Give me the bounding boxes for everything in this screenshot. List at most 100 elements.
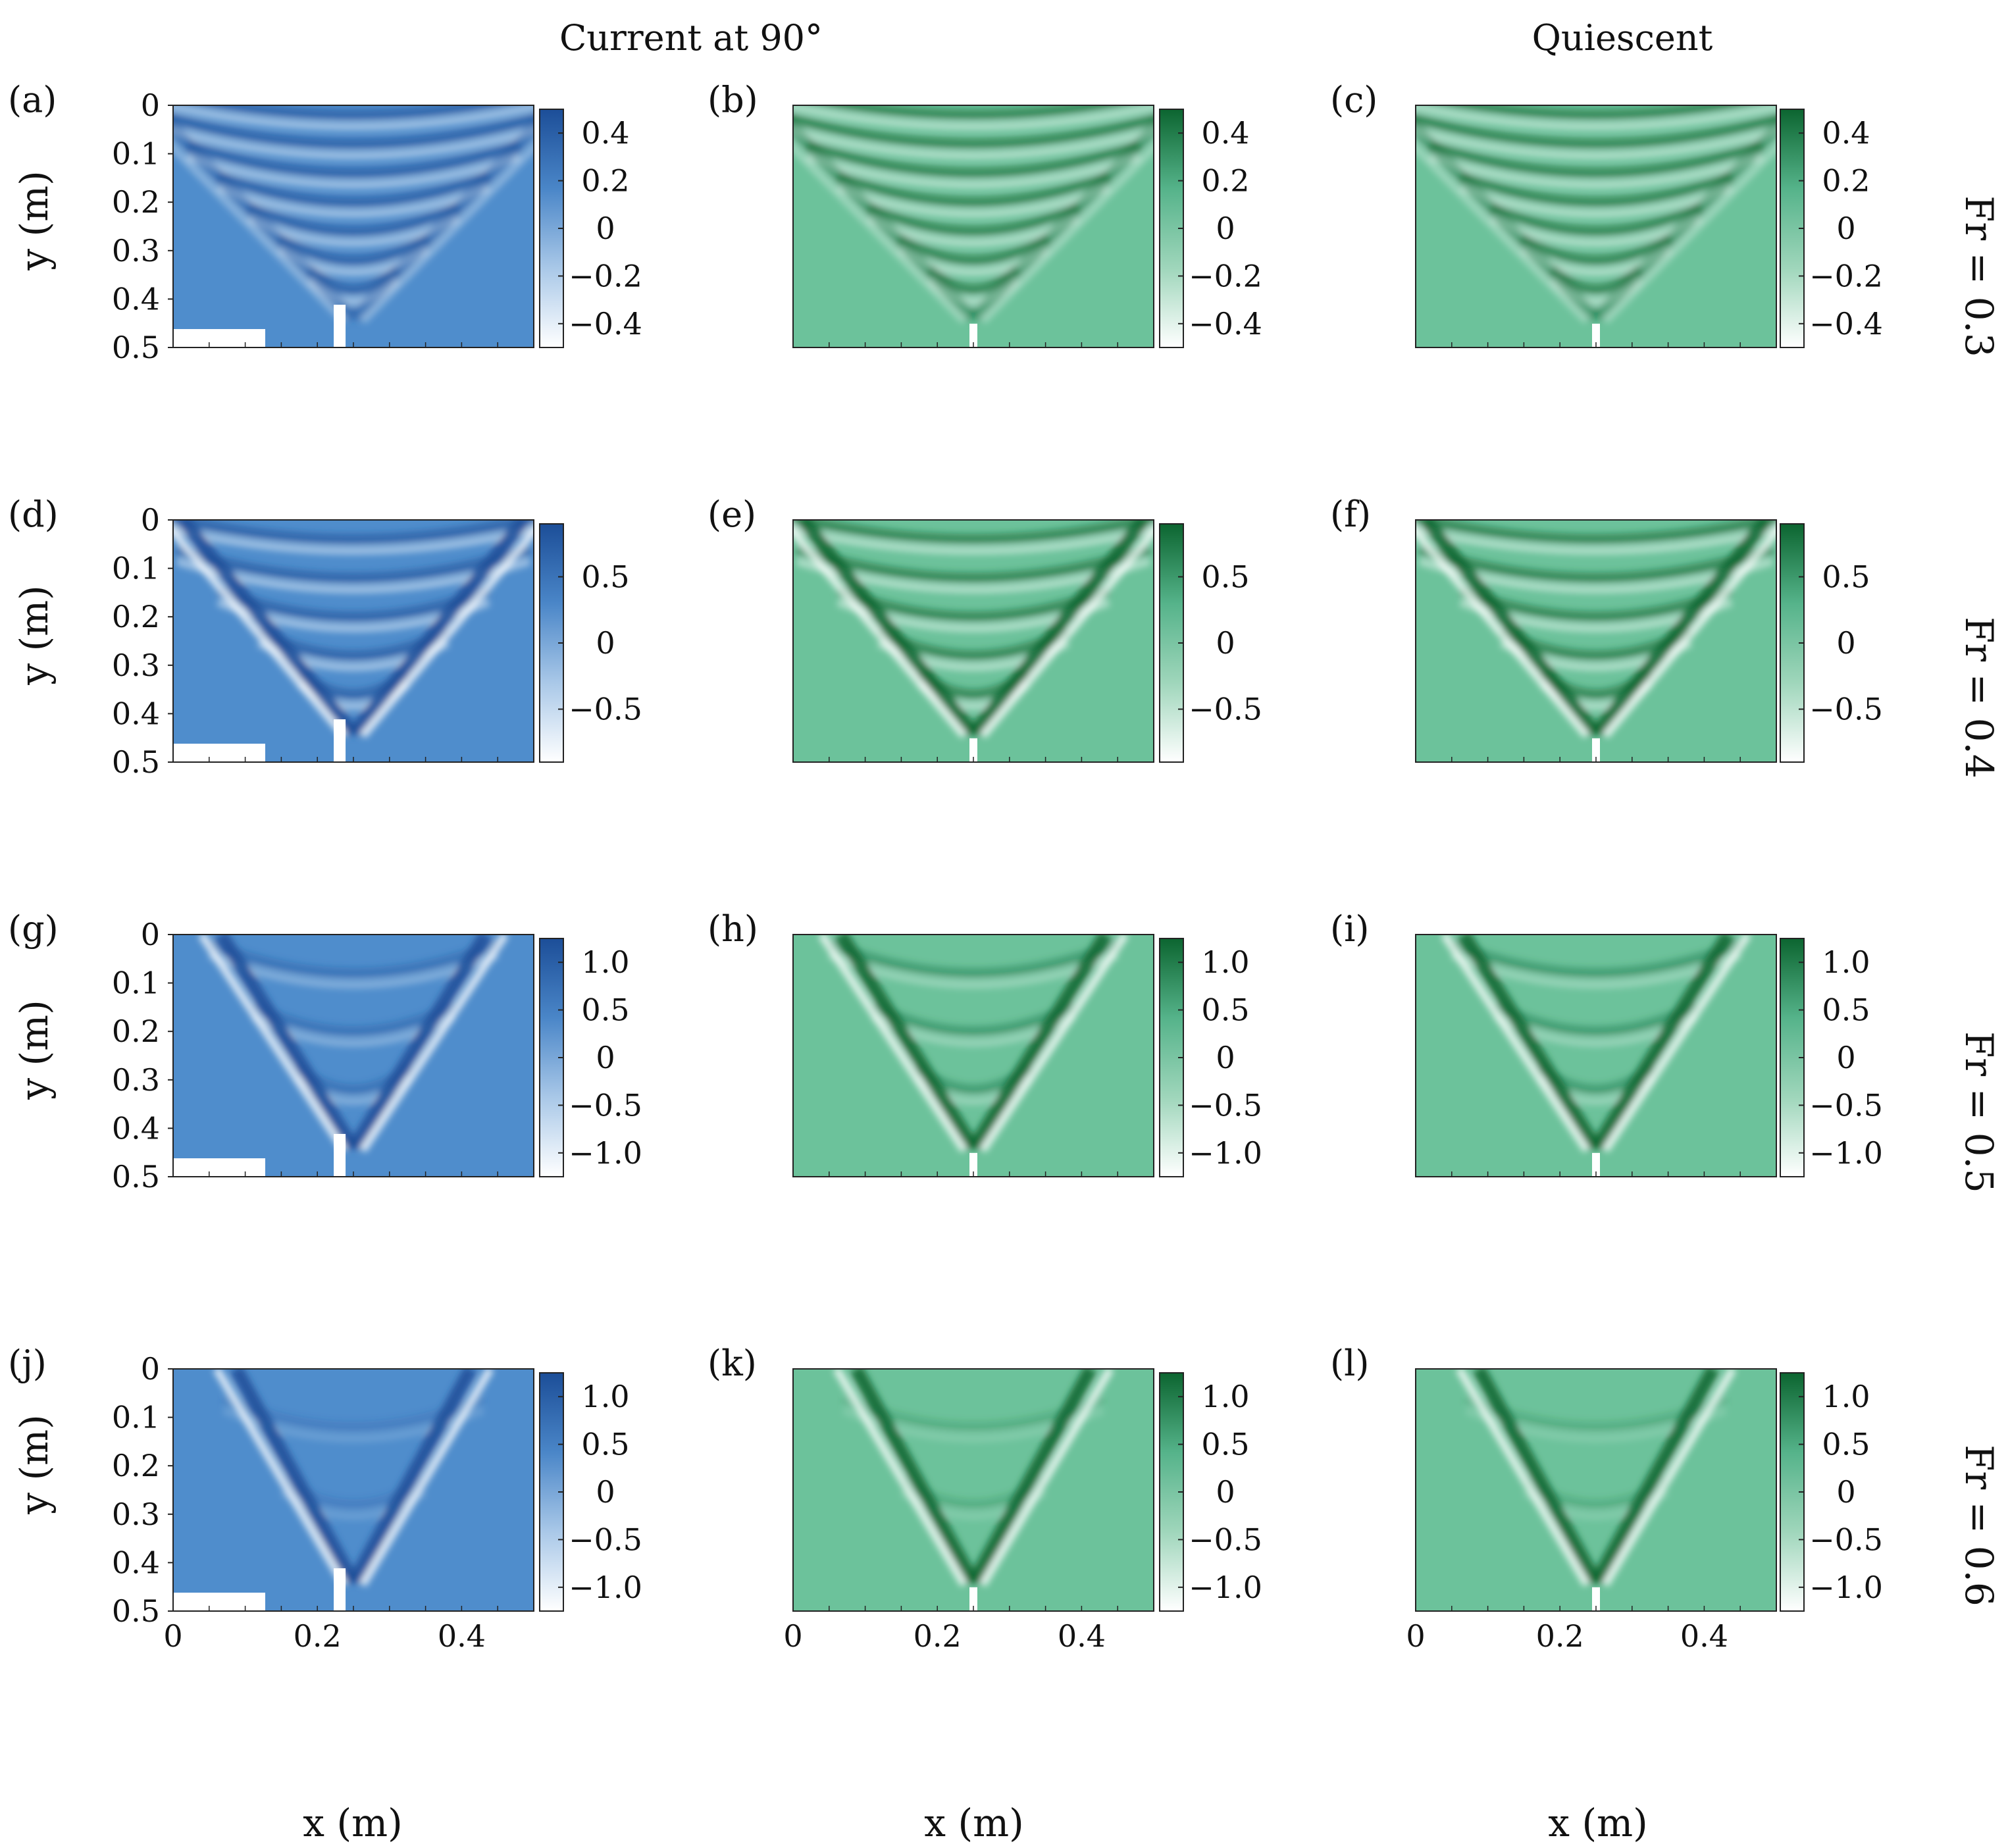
y-tick-label: 0.3 [112, 233, 160, 269]
y-tick-label: 0.4 [112, 1545, 160, 1580]
colorbar-tick-label: 0 [1836, 211, 1855, 246]
x-tick-label: 0.2 [914, 1618, 962, 1654]
divergent-trough [359, 1369, 494, 1587]
wave-pattern [173, 105, 534, 324]
heatmap-field [1416, 935, 1776, 1177]
transverse-crest [1518, 232, 1674, 266]
divergent-trough [359, 525, 534, 738]
colorbar-tick-label: 0 [596, 1040, 615, 1075]
transverse-crest [896, 232, 1051, 266]
y-axis-label-row2: y (m) [12, 1000, 57, 1100]
colorbar-tick-label: −0.2 [1189, 258, 1262, 294]
divergent-crest [1591, 520, 1772, 738]
colorbar-tick-label: 0 [1836, 1040, 1855, 1075]
divergent-crest [968, 520, 1149, 738]
divergent-crest [230, 1369, 359, 1585]
divergent-trough [173, 141, 348, 324]
divergent-crest [215, 935, 359, 1152]
divergent-trough [979, 141, 1154, 324]
transverse-crest [1416, 520, 1776, 544]
source-marker [1592, 1152, 1600, 1177]
heatmap-field [173, 520, 534, 762]
x-axis-label-col1: x (m) [924, 1801, 1023, 1845]
y-tick-label: 0.2 [112, 599, 160, 634]
source-marker [1592, 1587, 1600, 1611]
colorbar-tick-label: 0.5 [1201, 559, 1249, 594]
y-tick-label: 0.5 [112, 1593, 160, 1629]
colorbar-tick-label: 0.2 [1201, 163, 1249, 199]
panels-group: (a) 0 0.1 0.2 0.3 0.4 0.5 0.4 0.2 0 −0.2 −0.4 (b) 0.4… [8, 79, 1883, 1654]
heatmap-field [1416, 1369, 1776, 1611]
colorbar-tick-label: −0.5 [1809, 692, 1883, 727]
panel-label: (b) [708, 79, 758, 120]
transverse-crest [1416, 113, 1776, 149]
divergent-trough [213, 1369, 348, 1587]
colorbar-tick-label: 0.2 [581, 163, 629, 199]
colorbar-tick-label: 0 [1216, 1040, 1235, 1075]
divergent-crest [348, 1369, 476, 1585]
panel-h: (h) 1.0 0.5 0 −0.5 −1.0 [708, 908, 1262, 1177]
divergent-crest [1590, 1369, 1719, 1585]
y-tick-label: 0 [141, 917, 160, 952]
transverse-trough [1428, 153, 1764, 189]
transverse-crest [1418, 544, 1774, 583]
colorbar-tick-label: −0.4 [1809, 306, 1883, 342]
divergent-trough [1416, 525, 1590, 738]
divergent-crest [835, 935, 979, 1152]
colorbar-tick-label: −0.5 [569, 1522, 642, 1557]
heatmap-field [793, 935, 1154, 1177]
panel-label: (g) [8, 908, 59, 950]
panel-j: (j) 00.10.20.30.40.50 0.2 0.41.00.50−0.5−1.… [8, 1343, 642, 1654]
panel-label: (c) [1330, 79, 1377, 120]
colorbar-tick-label: 0.5 [581, 1427, 629, 1462]
y-tick-label: 0.1 [112, 965, 160, 1001]
wave-pattern [213, 1369, 494, 1587]
transverse-trough [806, 153, 1141, 189]
x-tick-label: 0 [163, 1618, 182, 1654]
column-title-current: Current at 90° [559, 17, 823, 59]
divergent-trough [1441, 935, 1591, 1153]
colorbar-tick-label: −0.4 [1189, 306, 1262, 342]
transverse-crest [866, 201, 1081, 237]
heatmap-field [1416, 105, 1776, 347]
divergent-crest [1591, 118, 1776, 323]
masked-region [334, 1568, 346, 1611]
source-marker [969, 323, 977, 347]
y-axis-label-row1: y (m) [12, 585, 57, 685]
transverse-crest [276, 232, 431, 266]
wave-pattern [1416, 520, 1776, 738]
panel-k: (k) 0 0.2 0.4 1.0 0.5 0 −0.5 −1.0 [708, 1343, 1262, 1654]
colorbar-tick-label: 0.5 [1201, 992, 1249, 1028]
heatmap-field [173, 1369, 534, 1611]
wave-pattern [793, 520, 1154, 738]
x-tick-label: 0.4 [1680, 1618, 1728, 1654]
divergent-trough [979, 1369, 1114, 1587]
colorbar-tick-label: 0.2 [1822, 163, 1870, 199]
panel-g: (g) 0 0.1 0.2 0.3 0.4 0.5 1.0 0.5 0 −0.5 −1.0 [8, 908, 642, 1194]
colorbar-tick-label: 0.5 [1201, 1427, 1249, 1462]
source-marker [969, 1587, 977, 1611]
divergent-crest [967, 935, 1112, 1152]
x-tick-label: 0 [1406, 1618, 1425, 1654]
source-marker [969, 738, 977, 762]
colorbar-tick-label: 1.0 [1822, 1379, 1870, 1414]
y-tick-label: 0 [141, 1351, 160, 1387]
divergent-crest [1590, 935, 1734, 1152]
divergent-trough [979, 525, 1154, 738]
colorbar-tick-label: 0 [1836, 1474, 1855, 1510]
colorbar-tick-label: 0.5 [1822, 1427, 1870, 1462]
colorbar-tick-label: 0 [1216, 211, 1235, 246]
y-tick-label: 0.3 [112, 1497, 160, 1532]
transverse-crest [216, 170, 491, 207]
row-label-fr-0.6: Fr = 0.6 [1957, 1445, 2001, 1606]
colorbar-tick-label: 0 [1836, 625, 1855, 661]
transverse-crest [827, 938, 1120, 979]
divergent-crest [173, 118, 359, 323]
divergent-crest [1416, 118, 1601, 323]
transverse-crest [1428, 140, 1764, 178]
divergent-trough [1602, 141, 1776, 324]
colorbar-tick-label: 0.5 [1822, 559, 1870, 594]
transverse-trough [1459, 184, 1733, 218]
heatmap-field [793, 1369, 1154, 1611]
